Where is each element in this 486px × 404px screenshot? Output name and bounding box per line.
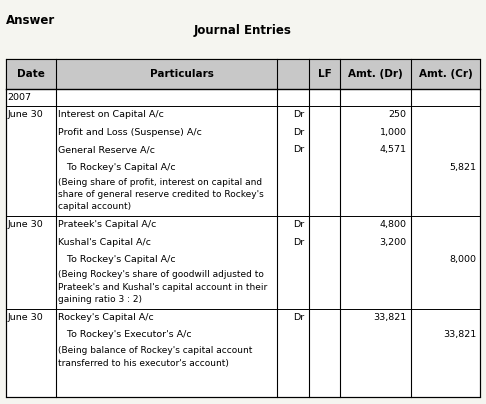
Text: Dr: Dr <box>294 238 305 247</box>
Text: Answer: Answer <box>6 14 55 27</box>
Text: Rockey's Capital A/c: Rockey's Capital A/c <box>58 313 154 322</box>
Text: gaining ratio 3 : 2): gaining ratio 3 : 2) <box>58 295 142 304</box>
Text: 33,821: 33,821 <box>374 313 407 322</box>
Text: Particulars: Particulars <box>150 69 214 79</box>
Bar <box>6 59 480 89</box>
Text: 2007: 2007 <box>8 93 32 102</box>
Text: Kushal's Capital A/c: Kushal's Capital A/c <box>58 238 151 247</box>
Text: Dr: Dr <box>294 220 305 229</box>
Text: To Rockey's Capital A/c: To Rockey's Capital A/c <box>58 255 175 264</box>
Text: Dr: Dr <box>294 145 305 154</box>
Text: Profit and Loss (Suspense) A/c: Profit and Loss (Suspense) A/c <box>58 128 202 137</box>
Text: Dr: Dr <box>294 313 305 322</box>
Text: (Being balance of Rockey's capital account: (Being balance of Rockey's capital accou… <box>58 346 252 355</box>
Text: Date: Date <box>17 69 45 79</box>
Text: Prateek's and Kushal's capital account in their: Prateek's and Kushal's capital account i… <box>58 283 267 292</box>
Text: To Rockey's Capital A/c: To Rockey's Capital A/c <box>58 162 175 172</box>
Text: share of general reserve credited to Rockey's: share of general reserve credited to Roc… <box>58 190 263 199</box>
Text: June 30: June 30 <box>8 220 44 229</box>
Text: Prateek's Capital A/c: Prateek's Capital A/c <box>58 220 156 229</box>
Text: transferred to his executor's account): transferred to his executor's account) <box>58 359 229 368</box>
Text: 8,000: 8,000 <box>449 255 476 264</box>
Text: To Rockey's Executor's A/c: To Rockey's Executor's A/c <box>58 330 191 339</box>
Text: (Being Rockey's share of goodwill adjusted to: (Being Rockey's share of goodwill adjust… <box>58 271 264 280</box>
Text: 4,800: 4,800 <box>380 220 407 229</box>
Bar <box>6 59 480 397</box>
Text: 4,571: 4,571 <box>380 145 407 154</box>
Text: LF: LF <box>317 69 331 79</box>
Text: 250: 250 <box>389 110 407 120</box>
Text: General Reserve A/c: General Reserve A/c <box>58 145 155 154</box>
Text: Dr: Dr <box>294 110 305 120</box>
Text: capital account): capital account) <box>58 202 131 211</box>
Text: Dr: Dr <box>294 128 305 137</box>
Text: 1,000: 1,000 <box>380 128 407 137</box>
Text: 33,821: 33,821 <box>443 330 476 339</box>
Text: Interest on Capital A/c: Interest on Capital A/c <box>58 110 164 120</box>
Text: June 30: June 30 <box>8 313 44 322</box>
Text: 5,821: 5,821 <box>449 162 476 172</box>
Text: June 30: June 30 <box>8 110 44 120</box>
Text: 3,200: 3,200 <box>380 238 407 247</box>
Text: Amt. (Cr): Amt. (Cr) <box>418 69 472 79</box>
Text: Journal Entries: Journal Entries <box>194 24 292 37</box>
Text: (Being share of profit, interest on capital and: (Being share of profit, interest on capi… <box>58 178 262 187</box>
Text: Amt. (Dr): Amt. (Dr) <box>348 69 403 79</box>
